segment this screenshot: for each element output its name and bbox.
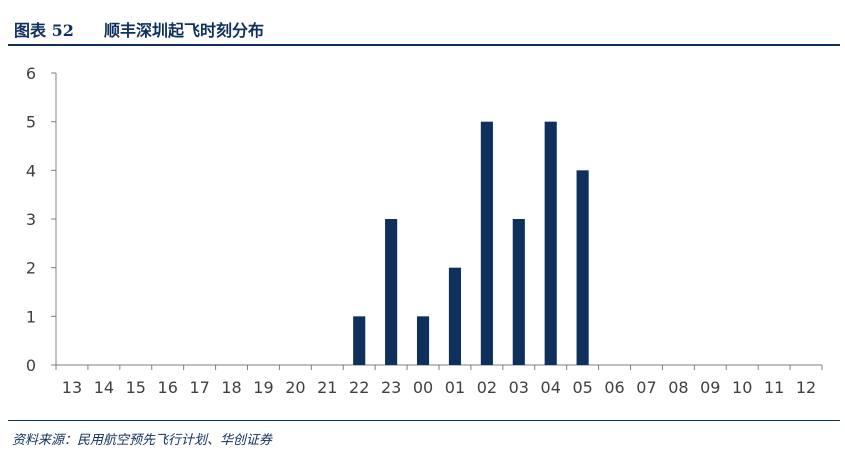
bar-00	[416, 316, 430, 365]
x-tick-label: 06	[604, 378, 624, 397]
x-tick-label: 02	[477, 378, 497, 397]
x-tick-label: 01	[445, 378, 465, 397]
x-tick-label: 10	[732, 378, 752, 397]
x-tick-label: 20	[285, 378, 305, 397]
x-tick-label: 03	[509, 378, 529, 397]
x-tick-label: 00	[413, 378, 433, 397]
figure-label: 图表 52	[14, 21, 74, 40]
y-tick-label: 2	[26, 259, 36, 278]
x-tick-label: 23	[381, 378, 401, 397]
bar-22	[353, 316, 366, 365]
bar-02	[480, 121, 493, 366]
x-tick-label: 08	[668, 378, 688, 397]
x-tick-label: 15	[126, 378, 146, 397]
x-tick-label: 11	[764, 378, 784, 397]
x-tick-label: 16	[158, 378, 178, 397]
bar-01	[448, 267, 462, 365]
y-tick-label: 0	[26, 356, 36, 375]
x-tick-label: 17	[189, 378, 209, 397]
x-tick-label: 05	[572, 378, 592, 397]
figure-title: 顺丰深圳起飞时刻分布	[104, 21, 265, 40]
figure-header: 图表 52 顺丰深圳起飞时刻分布	[8, 14, 840, 46]
bar-04	[544, 121, 557, 366]
x-tick-label: 07	[636, 378, 656, 397]
y-tick-label: 3	[26, 210, 36, 229]
x-tick-label: 13	[62, 378, 82, 397]
source-note: 资料来源：民用航空预先飞行计划、华创证券	[12, 433, 273, 448]
figure-footer: 资料来源：民用航空预先飞行计划、华创证券	[8, 420, 840, 448]
x-tick-label: 12	[796, 378, 816, 397]
x-tick-label: 19	[253, 378, 273, 397]
y-tick-label: 4	[26, 161, 36, 180]
x-tick-label: 18	[221, 378, 241, 397]
y-tick-label: 1	[26, 307, 36, 326]
x-tick-label: 21	[317, 378, 337, 397]
x-tick-label: 14	[94, 378, 114, 397]
x-tick-label: 09	[700, 378, 720, 397]
y-tick-label: 6	[26, 64, 36, 83]
bar-05	[576, 170, 589, 365]
x-tick-label: 22	[349, 378, 369, 397]
x-tick-label: 04	[541, 378, 561, 397]
bar-03	[512, 219, 525, 365]
bar-23	[385, 219, 398, 365]
y-tick-label: 5	[26, 113, 36, 132]
